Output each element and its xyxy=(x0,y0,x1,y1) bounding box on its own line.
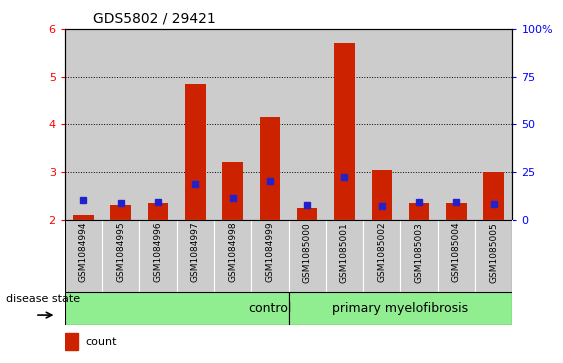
Text: GSM1085000: GSM1085000 xyxy=(303,222,312,282)
Text: GSM1085004: GSM1085004 xyxy=(452,222,461,282)
Bar xyxy=(177,29,214,220)
Bar xyxy=(185,84,205,220)
Bar xyxy=(251,29,288,220)
Bar xyxy=(297,208,318,220)
Bar xyxy=(102,220,139,292)
Bar xyxy=(177,220,214,292)
Bar xyxy=(289,29,326,220)
Bar xyxy=(214,29,251,220)
Text: GSM1085001: GSM1085001 xyxy=(340,222,349,282)
Bar xyxy=(438,29,475,220)
Bar xyxy=(484,172,504,220)
Bar xyxy=(148,203,168,220)
Text: GSM1084994: GSM1084994 xyxy=(79,222,88,282)
Bar xyxy=(73,215,93,220)
Bar xyxy=(372,170,392,220)
Bar xyxy=(102,29,139,220)
Bar xyxy=(140,29,177,220)
Bar xyxy=(222,162,243,220)
Text: primary myelofibrosis: primary myelofibrosis xyxy=(332,302,468,315)
Bar xyxy=(289,220,326,292)
Text: GSM1084998: GSM1084998 xyxy=(228,222,237,282)
Bar xyxy=(289,292,512,325)
Bar xyxy=(475,29,512,220)
Bar xyxy=(363,29,400,220)
Text: GSM1084995: GSM1084995 xyxy=(116,222,125,282)
Bar xyxy=(475,220,512,292)
Bar xyxy=(140,220,177,292)
Bar xyxy=(65,29,102,220)
Bar xyxy=(260,117,280,220)
Text: GSM1084996: GSM1084996 xyxy=(154,222,163,282)
Text: GSM1084999: GSM1084999 xyxy=(265,222,274,282)
Bar xyxy=(65,333,78,350)
Text: count: count xyxy=(85,337,117,347)
Text: GSM1085003: GSM1085003 xyxy=(414,222,423,282)
Bar xyxy=(400,220,438,292)
Bar xyxy=(65,220,102,292)
Bar xyxy=(446,203,467,220)
Bar xyxy=(438,220,475,292)
Bar xyxy=(251,220,288,292)
Bar xyxy=(326,220,363,292)
Text: disease state: disease state xyxy=(6,294,80,305)
Bar xyxy=(409,203,430,220)
Text: GSM1085002: GSM1085002 xyxy=(377,222,386,282)
Bar xyxy=(326,29,363,220)
Bar xyxy=(110,205,131,220)
Bar xyxy=(334,43,355,220)
Text: GSM1085005: GSM1085005 xyxy=(489,222,498,282)
Bar xyxy=(363,220,400,292)
Text: control: control xyxy=(248,302,292,315)
Text: GDS5802 / 29421: GDS5802 / 29421 xyxy=(93,11,216,25)
Bar xyxy=(400,29,438,220)
Bar xyxy=(65,292,289,325)
Text: GSM1084997: GSM1084997 xyxy=(191,222,200,282)
Bar xyxy=(214,220,251,292)
